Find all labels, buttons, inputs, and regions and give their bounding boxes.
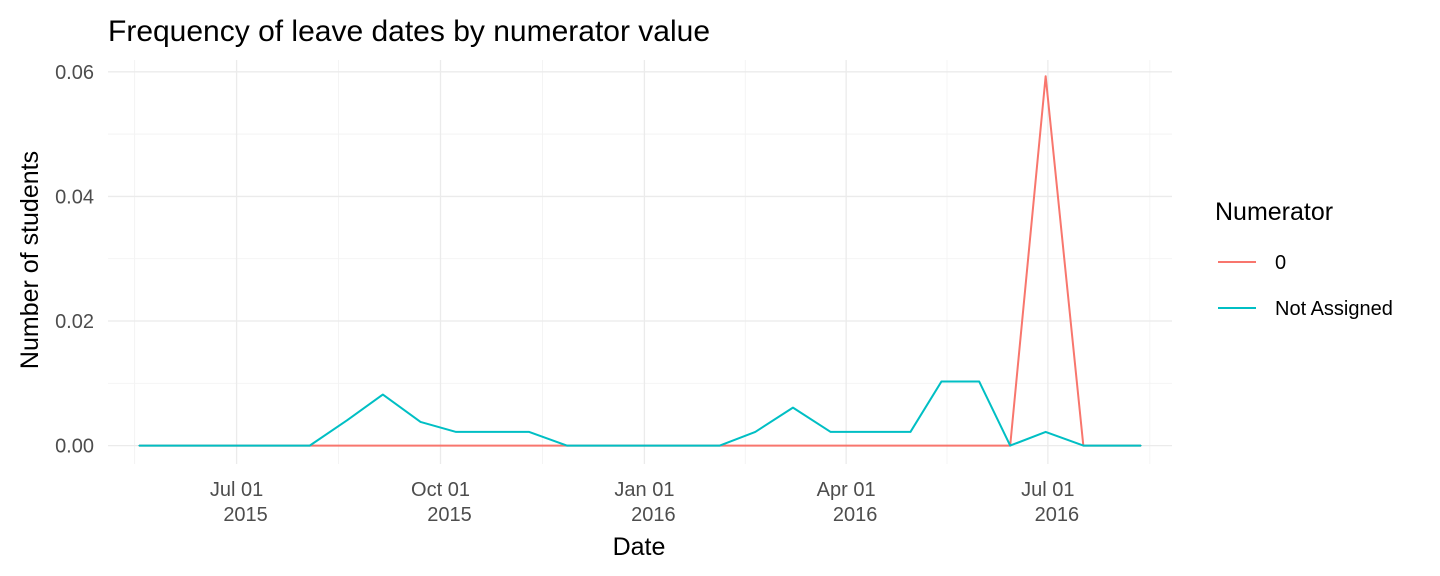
x-tick-label: Jul 01 xyxy=(210,479,263,501)
x-tick-label: Jul 01 xyxy=(1021,479,1074,501)
series-lines xyxy=(138,75,1142,447)
series-line-0 xyxy=(139,75,1141,447)
series-point xyxy=(1045,431,1047,433)
x-axis-title: Date xyxy=(613,533,666,561)
legend-title: Numerator xyxy=(1215,198,1333,226)
series-point xyxy=(978,380,980,383)
legend-label: Not Assigned xyxy=(1275,298,1393,320)
x-tick-label: Jan 01 xyxy=(614,479,674,501)
series-point xyxy=(346,419,348,421)
series-point xyxy=(566,445,568,447)
series-point xyxy=(419,421,422,423)
legend: Numerator 0 Not Assigned xyxy=(1215,198,1393,320)
y-axis-tick-labels: 0.00 0.02 0.04 0.06 xyxy=(55,62,94,458)
chart-title: Frequency of leave dates by numerator va… xyxy=(108,15,710,48)
y-tick-label: 0.04 xyxy=(55,186,94,208)
series-point xyxy=(1140,445,1142,447)
series-line-1 xyxy=(139,380,1141,447)
x-tick-year-label: 2016 xyxy=(631,504,676,526)
series-point xyxy=(754,431,756,433)
series-point xyxy=(719,445,721,447)
major-gridlines xyxy=(108,60,1172,464)
series-point xyxy=(1082,445,1084,447)
series-point xyxy=(309,445,311,447)
x-tick-year-label: 2016 xyxy=(1035,504,1080,526)
x-tick-label: Oct 01 xyxy=(411,479,470,501)
series-point xyxy=(1009,445,1011,447)
series-point xyxy=(792,407,794,409)
y-tick-label: 0.00 xyxy=(55,436,94,458)
x-tick-year-label: 2016 xyxy=(833,504,878,526)
series-point xyxy=(455,431,457,433)
y-tick-label: 0.02 xyxy=(55,311,94,333)
series-point xyxy=(940,380,943,383)
series-point xyxy=(528,431,530,433)
y-tick-label: 0.06 xyxy=(55,62,94,84)
series-point xyxy=(909,431,912,433)
y-axis-title: Number of students xyxy=(16,151,44,369)
legend-label: 0 xyxy=(1275,252,1286,274)
minor-gridlines xyxy=(108,60,1172,464)
series-point xyxy=(382,393,384,396)
series-point xyxy=(1045,75,1047,77)
x-tick-label: Apr 01 xyxy=(817,479,876,501)
x-axis-tick-labels: Jul 01 2015 Oct 01 2015 Jan 01 2016 Apr 01 2016… xyxy=(210,479,1079,526)
x-tick-year-label: 2015 xyxy=(427,504,472,526)
series-point xyxy=(830,431,832,433)
x-tick-year-label: 2015 xyxy=(223,504,268,526)
series-point xyxy=(138,445,140,447)
